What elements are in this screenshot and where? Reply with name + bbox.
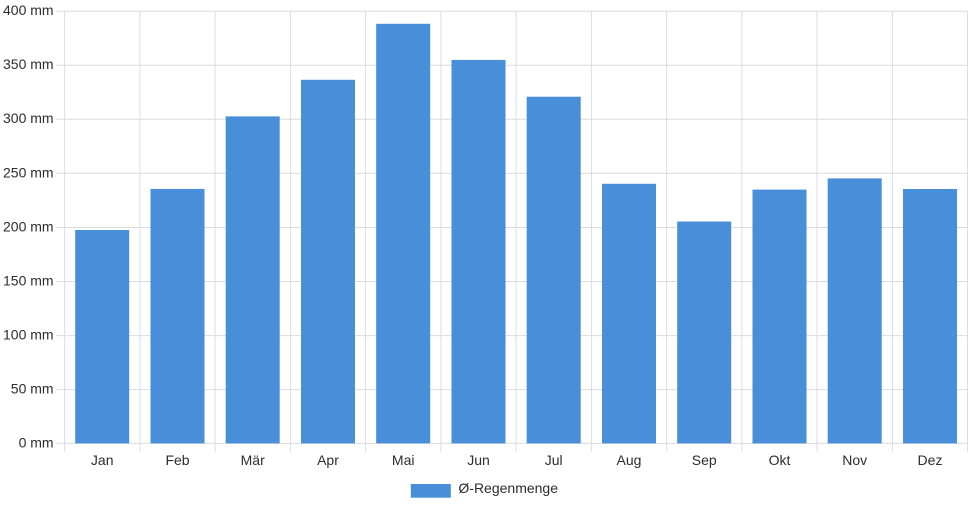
svg-text:Mai: Mai: [392, 452, 415, 468]
svg-text:300 mm: 300 mm: [3, 110, 54, 126]
svg-text:0 mm: 0 mm: [19, 435, 54, 451]
svg-text:Jun: Jun: [467, 452, 490, 468]
svg-text:Sep: Sep: [692, 452, 717, 468]
svg-text:Nov: Nov: [842, 452, 867, 468]
svg-text:Dez: Dez: [918, 452, 943, 468]
svg-text:250 mm: 250 mm: [3, 164, 54, 180]
svg-text:Apr: Apr: [317, 452, 339, 468]
svg-text:Jan: Jan: [91, 452, 114, 468]
svg-text:150 mm: 150 mm: [3, 272, 54, 288]
svg-text:400 mm: 400 mm: [3, 2, 54, 18]
svg-text:Feb: Feb: [165, 452, 189, 468]
svg-text:Okt: Okt: [769, 452, 791, 468]
svg-text:100 mm: 100 mm: [3, 327, 54, 343]
svg-text:Mär: Mär: [241, 452, 265, 468]
svg-text:Aug: Aug: [617, 452, 642, 468]
svg-text:Jul: Jul: [545, 452, 563, 468]
svg-text:200 mm: 200 mm: [3, 218, 54, 234]
svg-text:50 mm: 50 mm: [11, 381, 54, 397]
svg-text:Ø-Regenmenge: Ø-Regenmenge: [458, 480, 558, 496]
svg-text:350 mm: 350 mm: [3, 56, 54, 72]
